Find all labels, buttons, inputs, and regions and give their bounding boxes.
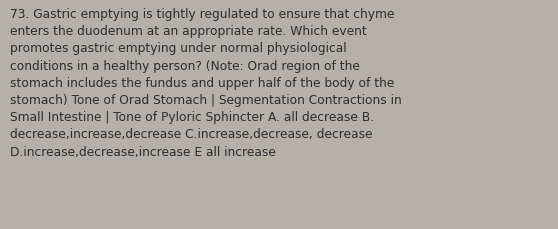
Text: 73. Gastric emptying is tightly regulated to ensure that chyme
enters the duoden: 73. Gastric emptying is tightly regulate… [10, 8, 402, 158]
